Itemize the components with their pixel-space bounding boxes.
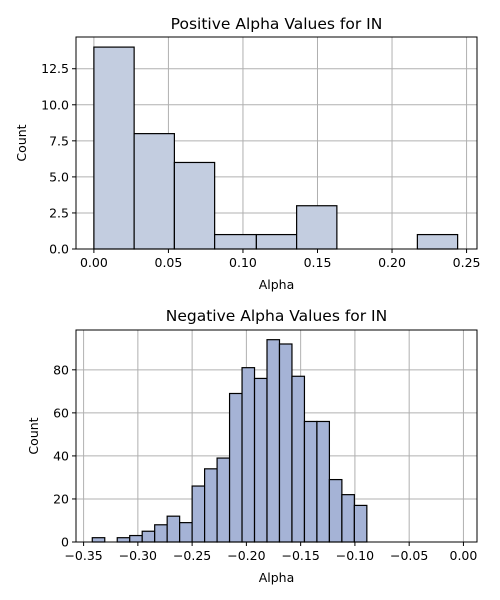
plot-area-frame [75, 36, 478, 250]
x-tick-label: 0.05 [155, 255, 183, 270]
histogram-bar [241, 367, 256, 543]
x-axis-ticks: 0.00 0.05 0.10 0.15 0.20 0.25 [80, 249, 481, 270]
histogram-bar [303, 420, 318, 543]
histogram-bar [93, 46, 135, 250]
histogram-bar [173, 161, 216, 250]
histogram-bar [129, 534, 143, 543]
y-axis-label: Count [26, 417, 41, 454]
histogram-bar [278, 343, 293, 543]
x-tick-label: 0.20 [378, 255, 406, 270]
histogram-bar [204, 468, 218, 543]
histogram-bar [216, 457, 231, 543]
histogram-bar [291, 375, 306, 543]
y-axis-ticks: 0 20 40 60 80 [53, 362, 76, 550]
x-tick-label: 0.15 [304, 255, 332, 270]
y-tick-label: 0.0 [49, 242, 69, 257]
chart-title: Positive Alpha Values for IN [171, 15, 383, 33]
histogram-bar [141, 530, 156, 543]
histogram-bar [416, 233, 459, 250]
x-axis-label: Alpha [259, 570, 295, 585]
x-tick-label: 0.00 [450, 548, 478, 563]
x-tick-label: 0.25 [453, 255, 481, 270]
y-tick-label: 60 [53, 405, 69, 420]
histogram-bar [166, 515, 181, 543]
x-axis-label: Alpha [259, 277, 295, 292]
x-tick-label: −0.25 [173, 548, 211, 563]
y-tick-label: 10.0 [41, 97, 69, 112]
histogram-bar [228, 392, 243, 543]
x-axis-ticks: −0.35 −0.30 −0.25 −0.20 −0.15 −0.10 −0.05 0.00 [64, 542, 477, 563]
x-tick-label: −0.20 [227, 548, 265, 563]
x-tick-label: −0.30 [119, 548, 157, 563]
chart-title: Negative Alpha Values for IN [166, 307, 387, 325]
y-tick-label: 20 [53, 491, 69, 506]
histogram-bar [353, 504, 368, 543]
y-tick-label: 7.5 [49, 133, 69, 148]
histogram-bar [179, 522, 193, 543]
histogram-bar [255, 233, 298, 250]
x-tick-label: −0.10 [336, 548, 374, 563]
histogram-bar [214, 233, 257, 250]
histogram-bar [91, 537, 106, 543]
positive-alpha-histogram: Positive Alpha Values for IN 0.00 0.05 0.1… [14, 15, 480, 292]
histogram-bar [316, 420, 331, 543]
y-tick-label: 12.5 [41, 61, 69, 76]
x-tick-label: 0.00 [80, 255, 108, 270]
y-tick-label: 80 [53, 362, 69, 377]
histogram-bar [253, 377, 268, 543]
histogram-bar [266, 339, 281, 543]
y-tick-label: 2.5 [49, 205, 69, 220]
x-tick-label: −0.35 [64, 548, 102, 563]
y-tick-label: 40 [53, 448, 69, 463]
x-tick-label: −0.15 [281, 548, 319, 563]
histogram-bars [91, 339, 368, 543]
histogram-bar [116, 537, 131, 543]
y-tick-label: 5.0 [49, 169, 69, 184]
histogram-bar [341, 494, 355, 543]
y-axis-label: Count [14, 124, 29, 161]
histogram-bar [328, 478, 343, 543]
plot-area-frame [75, 329, 478, 543]
negative-alpha-histogram: Negative Alpha Values for IN −0.35 −0.30−… [26, 307, 478, 585]
x-tick-label: 0.10 [229, 255, 257, 270]
histogram-bar [133, 133, 175, 250]
x-tick-label: −0.05 [390, 548, 428, 563]
histogram-bar [191, 485, 206, 543]
histogram-bar [296, 205, 338, 250]
histogram-bar [154, 524, 168, 543]
y-tick-label: 0 [61, 535, 69, 550]
y-axis-ticks: 0.0 2.5 5.0 7.5 10.0 12.5 [41, 61, 76, 257]
histogram-bars [93, 46, 459, 250]
